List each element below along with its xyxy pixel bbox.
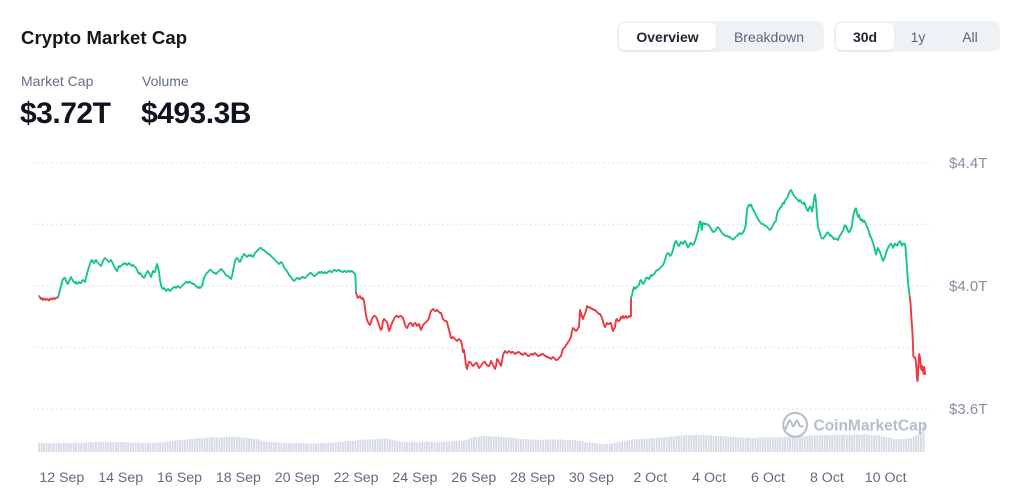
svg-text:18 Sep: 18 Sep xyxy=(216,470,261,486)
svg-text:22 Sep: 22 Sep xyxy=(334,470,379,486)
svg-text:14 Sep: 14 Sep xyxy=(98,470,143,486)
svg-text:26 Sep: 26 Sep xyxy=(451,470,496,486)
svg-text:24 Sep: 24 Sep xyxy=(392,470,437,486)
svg-text:6 Oct: 6 Oct xyxy=(751,470,785,486)
svg-text:16 Sep: 16 Sep xyxy=(157,470,202,486)
svg-text:4 Oct: 4 Oct xyxy=(692,470,726,486)
svg-text:$3.6T: $3.6T xyxy=(949,401,987,418)
svg-text:30 Sep: 30 Sep xyxy=(569,470,614,486)
svg-text:12 Sep: 12 Sep xyxy=(39,470,84,486)
svg-text:CoinMarketCap: CoinMarketCap xyxy=(814,418,928,435)
svg-text:$4.0T: $4.0T xyxy=(949,278,987,295)
svg-text:8 Oct: 8 Oct xyxy=(810,470,844,486)
svg-text:$4.4T: $4.4T xyxy=(949,155,987,172)
svg-text:2 Oct: 2 Oct xyxy=(633,470,667,486)
svg-text:20 Sep: 20 Sep xyxy=(275,470,320,486)
svg-text:28 Sep: 28 Sep xyxy=(510,470,555,486)
svg-text:10 Oct: 10 Oct xyxy=(865,470,907,486)
